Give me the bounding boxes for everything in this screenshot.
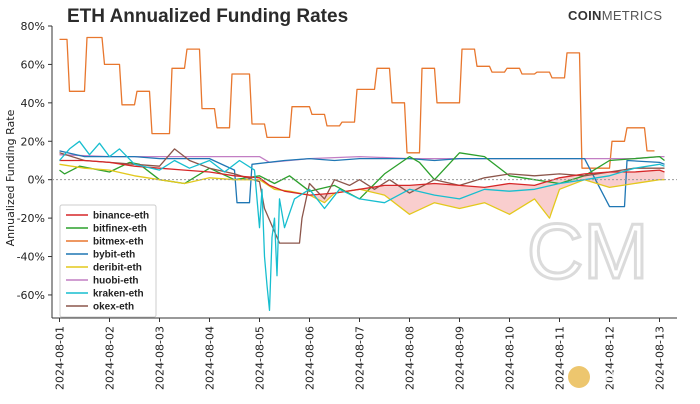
- y-tick-label: -20%: [17, 212, 45, 225]
- x-tick-label: 2024-08-11: [554, 326, 567, 390]
- x-axis-ticks: 2024-08-01 2024-08-02 2024-08-03 2024-08-04…: [54, 318, 667, 390]
- series-lines: [59, 36, 665, 311]
- legend-label-bitmex-eth: bitmex-eth: [93, 237, 144, 248]
- brand-logo-light: METRICS: [602, 8, 663, 23]
- series-line-bitmex-eth: [59, 36, 655, 169]
- x-tick-label: 2024-08-04: [204, 326, 217, 390]
- x-tick-label: 2024-08-05: [254, 326, 267, 390]
- y-tick-label: 40%: [21, 97, 45, 110]
- y-tick-label: 80%: [21, 20, 45, 33]
- x-tick-label: 2024-08-01: [54, 326, 67, 390]
- legend-label-huobi-eth: huobi-eth: [93, 276, 139, 287]
- x-tick-label: 2024-08-13: [654, 326, 667, 390]
- spread-area: [259, 170, 665, 217]
- legend-label-bybit-eth: bybit-eth: [93, 250, 135, 261]
- y-axis-ticks: 80% 60% 40% 20% 0% -20% -40% -60%: [17, 20, 52, 302]
- spread-fill: [259, 170, 665, 217]
- y-tick-label: -60%: [17, 289, 45, 302]
- x-tick-label: 2024-08-06: [304, 326, 317, 390]
- x-tick-label: 2024-08-08: [404, 326, 417, 390]
- legend-label-bitfinex-eth: bitfinex-eth: [93, 224, 147, 235]
- cm-watermark-text: CM: [527, 207, 648, 295]
- coin-icon: [568, 366, 590, 388]
- legend-box: [59, 204, 157, 318]
- y-tick-label: 60%: [21, 58, 45, 71]
- y-tick-label: 20%: [21, 135, 45, 148]
- x-tick-label: 2024-08-09: [454, 326, 467, 390]
- legend-label-okex-eth: okex-eth: [93, 302, 134, 313]
- axes: [51, 26, 677, 319]
- x-tick-label: 2024-08-03: [154, 326, 167, 390]
- x-tick-label: 2024-08-12: [604, 326, 617, 390]
- series-line-okex-eth: [59, 148, 665, 244]
- legend-label-binance-eth: binance-eth: [93, 211, 149, 222]
- source-watermark: 金色财经: [568, 366, 658, 388]
- x-tick-label: 2024-08-02: [104, 326, 117, 390]
- series-line-kraken-eth: [59, 140, 665, 311]
- legend-label-deribit-eth: deribit-eth: [93, 263, 142, 274]
- y-axis-label: Annualized Funding Rate: [4, 109, 17, 246]
- legend: binance-eth bitfinex-eth bitmex-eth bybit-e…: [59, 204, 157, 318]
- x-tick-label: 2024-08-10: [504, 326, 517, 390]
- series-line-binance-eth: [59, 159, 665, 196]
- brand-logo: COINMETRICS: [568, 8, 662, 23]
- chart-title: ETH Annualized Funding Rates: [67, 6, 348, 27]
- cm-watermark: CM: [526, 206, 650, 297]
- legend-label-kraken-eth: kraken-eth: [93, 289, 144, 300]
- brand-logo-bold: COIN: [568, 8, 602, 23]
- y-tick-label: 0%: [28, 174, 45, 187]
- y-tick-label: -40%: [17, 251, 45, 264]
- x-tick-label: 2024-08-07: [354, 326, 367, 390]
- source-watermark-text: 金色财经: [593, 368, 658, 387]
